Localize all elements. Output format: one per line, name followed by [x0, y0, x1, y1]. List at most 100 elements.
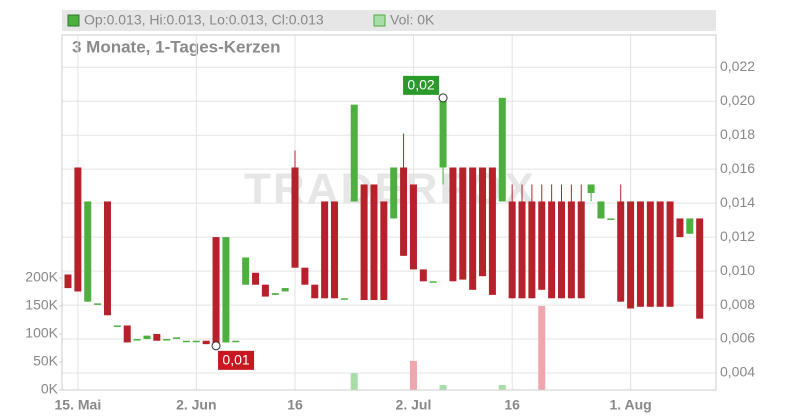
candle-body	[666, 201, 674, 307]
candle-body	[123, 325, 131, 343]
candle-body	[94, 303, 102, 305]
y-tick-label: 0,006	[720, 330, 755, 346]
candle-body	[301, 267, 309, 285]
plot-frame	[61, 34, 717, 391]
y2-tick-label: 100K	[25, 325, 58, 341]
candle-body	[488, 167, 496, 295]
high-label-box	[403, 75, 440, 95]
candle-body	[409, 184, 417, 270]
candle-body	[459, 167, 467, 280]
y2-tick-label: 50K	[33, 353, 59, 369]
candle-body	[636, 201, 644, 307]
candle-body	[340, 298, 348, 300]
candle-body	[449, 167, 457, 282]
candle-body	[84, 201, 92, 302]
candle-body	[370, 184, 378, 300]
candle-body	[577, 201, 585, 299]
x-tick-label: 2. Jul	[396, 397, 432, 413]
candle-body	[360, 184, 368, 300]
y2-tick-label: 0K	[41, 381, 59, 397]
candle-body	[153, 333, 161, 341]
volume-bar	[538, 306, 546, 390]
candle-body	[656, 201, 664, 307]
candle-body	[261, 284, 269, 297]
candle-body	[400, 167, 408, 256]
x-tick-label: 16	[287, 397, 303, 413]
candle-body	[696, 218, 704, 319]
candle-body	[311, 284, 319, 299]
candle-body	[271, 293, 279, 295]
y-tick-label: 0,012	[720, 228, 755, 244]
chart-subtitle: 3 Monate, 1-Tages-Kerzen	[72, 37, 280, 56]
high-label: 0,02	[407, 77, 434, 93]
candle-body	[498, 97, 506, 202]
x-tick-label: 16	[504, 397, 520, 413]
candle-body	[627, 201, 635, 309]
candle-body	[113, 325, 121, 327]
candle-body	[518, 201, 526, 299]
volume-bar	[350, 373, 358, 390]
candle-body	[133, 339, 141, 341]
y-tick-label: 0,022	[720, 58, 755, 74]
candle-body	[548, 201, 556, 299]
candle-body	[419, 269, 427, 282]
candle-body	[587, 184, 595, 193]
legend-ohlc: Op:0.013, Hi:0.013, Lo:0.013, Cl:0.013	[84, 12, 324, 28]
y-tick-label: 0,010	[720, 262, 755, 278]
candle-body	[281, 288, 289, 292]
candle-body	[242, 257, 250, 285]
volume-bar	[439, 384, 447, 390]
candle-body	[202, 340, 210, 345]
legend-swatch	[67, 14, 80, 27]
y-tick-label: 0,018	[720, 126, 755, 142]
y-tick-label: 0,014	[720, 194, 755, 210]
candle-body	[232, 340, 240, 343]
candle-body	[567, 201, 575, 299]
candle-body	[103, 201, 111, 316]
candle-body	[607, 218, 615, 220]
candle-body	[182, 340, 190, 343]
x-tick-label: 15. Mai	[55, 397, 102, 413]
y2-tick-label: 150K	[25, 297, 58, 313]
candle-body	[676, 218, 684, 238]
candle-body	[380, 201, 388, 300]
low-label: 0,01	[222, 352, 249, 368]
candle-body	[439, 97, 447, 168]
y-tick-label: 0,008	[720, 296, 755, 312]
legend-swatch	[373, 14, 386, 27]
x-tick-label: 2. Jun	[176, 397, 216, 413]
y2-tick-label: 200K	[25, 269, 58, 285]
low-marker	[211, 341, 221, 351]
candle-body	[74, 167, 82, 292]
candle-body	[192, 340, 200, 343]
candle-body	[173, 337, 181, 339]
candle-body	[143, 335, 151, 340]
candle-body	[64, 274, 72, 289]
candle-body	[212, 237, 220, 346]
candle-body	[163, 339, 171, 341]
candle-body	[469, 167, 477, 290]
candle-body	[646, 201, 654, 307]
volume-bar	[498, 384, 506, 390]
low-label-box	[218, 350, 255, 370]
legend-bar	[62, 10, 716, 31]
high-marker	[438, 93, 448, 103]
candle-body	[222, 237, 230, 343]
candle-body	[350, 104, 358, 202]
volume-bar	[409, 360, 417, 390]
candle-body	[291, 167, 299, 268]
y-tick-label: 0,020	[720, 92, 755, 108]
candle-body	[479, 167, 487, 277]
candle-body	[508, 201, 516, 299]
candle-body	[558, 201, 565, 299]
candle-body	[528, 201, 536, 299]
y-tick-label: 0,016	[720, 160, 755, 176]
candle-body	[686, 218, 694, 234]
candle-body	[252, 272, 260, 285]
candle-body	[321, 201, 329, 299]
x-tick-label: 1. Aug	[609, 397, 651, 413]
candle-body	[390, 167, 398, 219]
candle-body	[330, 201, 338, 299]
candle-body	[597, 201, 605, 219]
